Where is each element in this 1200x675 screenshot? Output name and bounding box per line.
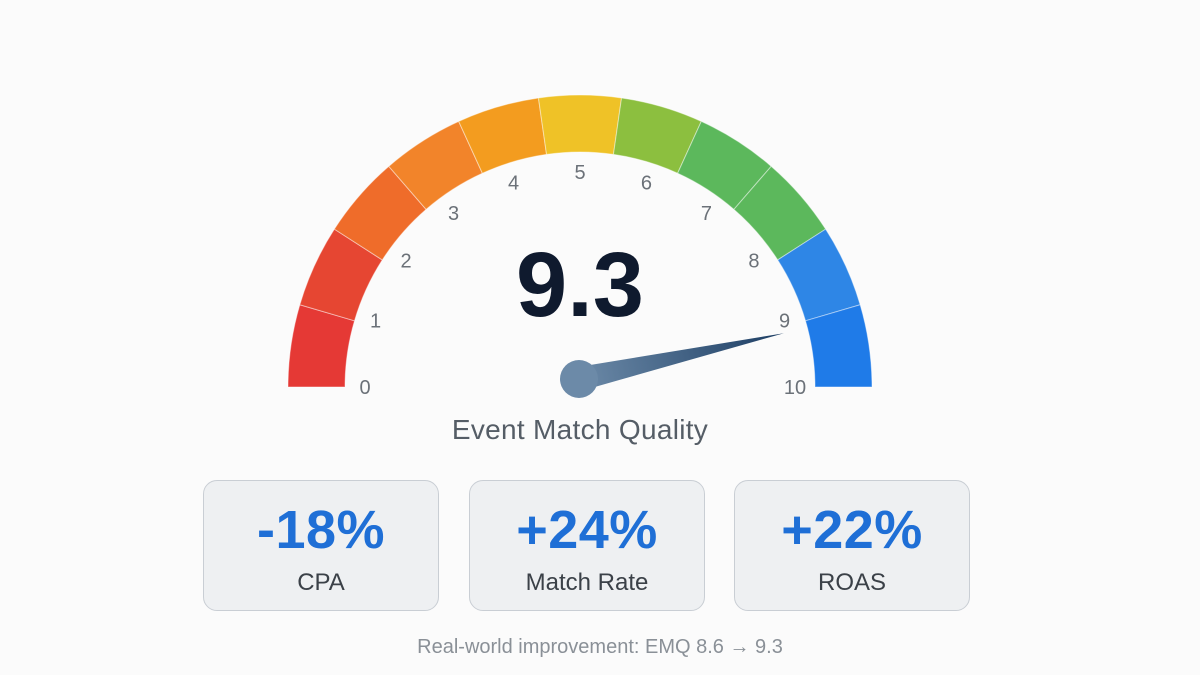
metric-card-match-rate: +24% Match Rate — [469, 480, 705, 611]
gauge-segment — [333, 165, 427, 261]
metric-card-roas: +22% ROAS — [734, 480, 970, 611]
gauge-tick-label: 8 — [748, 251, 759, 273]
gauge-segment — [676, 120, 772, 211]
metric-value: +22% — [781, 500, 923, 560]
metric-value: +24% — [516, 500, 658, 560]
gauge-tick-label: 3 — [448, 203, 459, 225]
gauge-tick-labels: 0 1 2 3 4 5 6 7 8 9 10 — [359, 162, 806, 399]
gauge-segment — [458, 97, 548, 174]
gauge-segment — [804, 304, 873, 388]
gauge-needle-pointer — [576, 333, 784, 391]
gauge-caption: Event Match Quality — [451, 414, 709, 445]
metric-value: -18% — [256, 500, 386, 560]
gauge-segments — [287, 94, 873, 388]
gauge-tick-label: 1 — [370, 311, 381, 333]
gauge-segment — [537, 94, 623, 155]
gauge-needle-hub — [560, 360, 598, 398]
gauge-segment — [388, 120, 484, 211]
gauge-tick-label: 0 — [359, 377, 370, 399]
gauge-segment — [733, 165, 827, 261]
gauge-tick-label: 9 — [779, 311, 790, 333]
gauge-tick-label: 10 — [784, 377, 806, 399]
gauge-tick-label: 5 — [574, 162, 585, 184]
gauge-score: 9.3 — [516, 234, 644, 336]
gauge-tick-label: 2 — [401, 251, 412, 273]
gauge-segment — [287, 304, 356, 388]
gauge-tick-label: 6 — [641, 173, 652, 195]
footnote: Real-world improvement: EMQ 8.6 → 9.3 — [417, 636, 783, 658]
gauge-needle — [560, 333, 784, 398]
metric-label: ROAS — [817, 569, 886, 596]
gauge-tick-label: 4 — [508, 173, 519, 195]
gauge-tick-label: 7 — [701, 203, 712, 225]
metric-label: CPA — [297, 569, 345, 596]
metric-cards: -18% CPA +24% Match Rate +22% ROAS — [203, 480, 971, 613]
metric-label: Match Rate — [525, 569, 649, 596]
metric-card-cpa: -18% CPA — [203, 480, 439, 611]
